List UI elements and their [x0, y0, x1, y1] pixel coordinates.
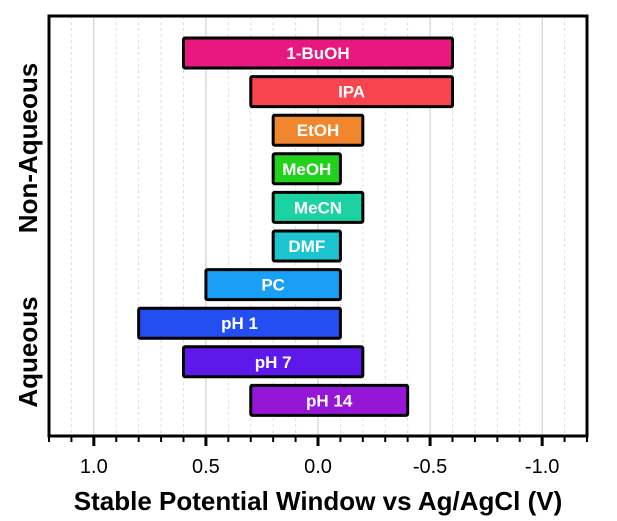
bar-meoh [271, 152, 342, 186]
x-tick-label: -0.5 [413, 456, 447, 478]
bar-ipa [249, 75, 454, 109]
bar-label: MeOH [282, 160, 331, 179]
bar-label: pH 1 [221, 314, 258, 333]
x-tick-label: 0.5 [192, 456, 220, 478]
group-label-aqueous: Aqueous [13, 296, 43, 407]
group-label-non-aqueous: Non-Aqueous [13, 63, 43, 233]
bar-ph-14 [249, 383, 410, 417]
bar-dmf [271, 229, 342, 263]
bar-label: EtOH [297, 121, 340, 140]
bar-ph-1 [137, 306, 342, 340]
bar-label: pH 14 [306, 391, 353, 410]
group-labels: Non-Aqueous Aqueous [13, 63, 43, 408]
bar-1-buoh [182, 36, 454, 70]
bar-pc [204, 268, 342, 302]
bar-label: IPA [338, 83, 365, 102]
bar-mecn [271, 190, 365, 224]
bar-label: pH 7 [255, 353, 292, 372]
bar-etoh [271, 113, 365, 147]
x-tick-label: -1.0 [525, 456, 559, 478]
ticks: 1.0 0.5 0.0 -0.5 -1.0 [48, 436, 588, 478]
x-axis-title: Stable Potential Window vs Ag/AgCl (V) [74, 486, 563, 516]
bar-label: PC [261, 276, 285, 295]
bar-label: 1-BuOH [286, 44, 349, 63]
bar-ph-7 [182, 345, 365, 379]
x-tick-label: 1.0 [80, 456, 108, 478]
bar-label: DMF [288, 237, 325, 256]
x-tick-label: 0.0 [304, 456, 332, 478]
bar-label: MeCN [294, 198, 342, 217]
